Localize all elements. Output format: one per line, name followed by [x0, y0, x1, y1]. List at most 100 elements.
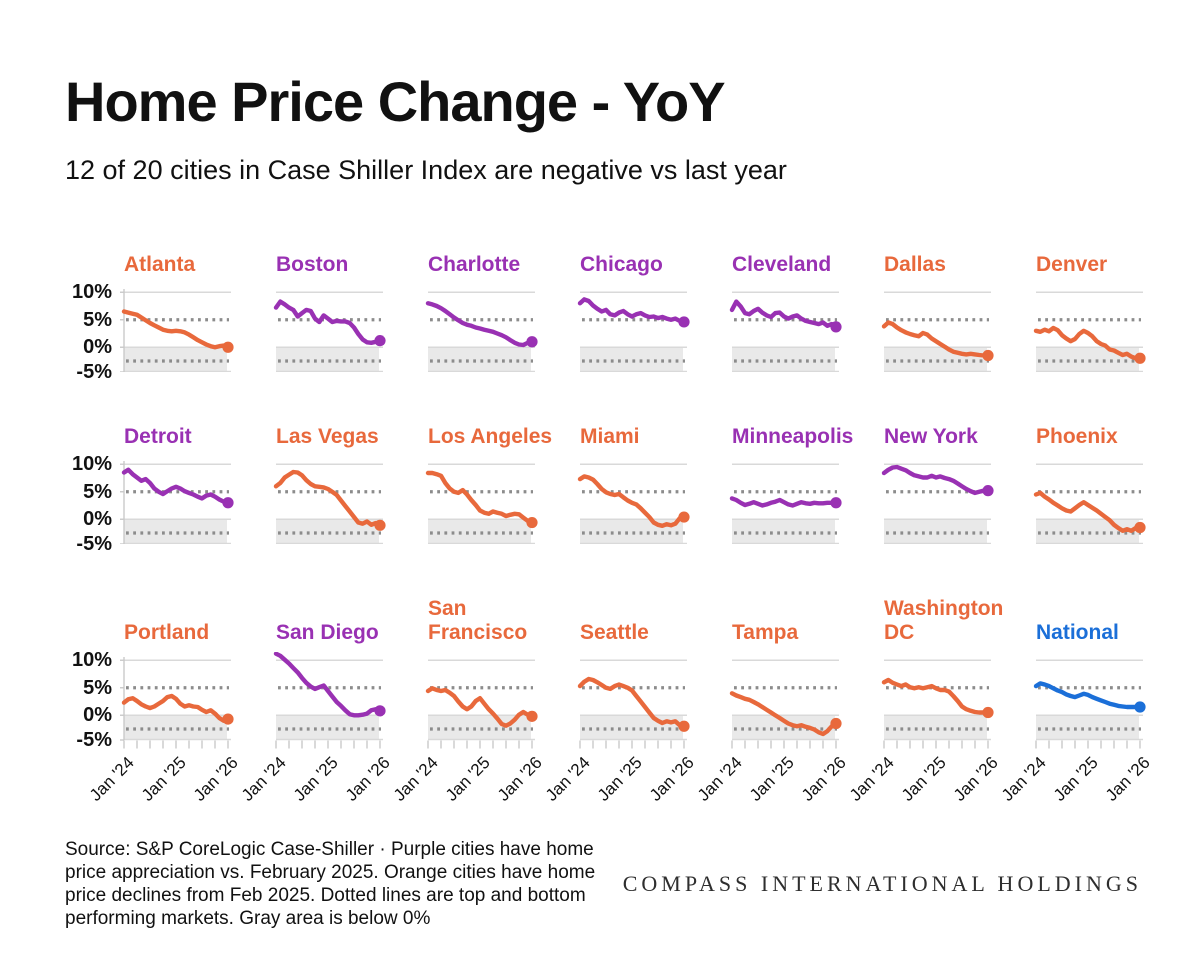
- x-tick-label-text: Jan '25: [897, 753, 950, 805]
- y-tick-label: 0%: [83, 336, 112, 359]
- chart-title-text: Minneapolis: [732, 425, 854, 448]
- x-tick-label-text: Jan '25: [441, 753, 494, 805]
- chart-title: San Francisco: [424, 590, 576, 652]
- brand-logo: COMPASS INTERNATIONAL HOLDINGS: [622, 871, 1142, 896]
- chart-portland: Portland Jan '24 Jan '25 Jan '26: [86, 590, 272, 816]
- chart-title: New York: [880, 418, 1032, 456]
- end-point: [374, 705, 386, 717]
- y-tick-label: 5%: [83, 676, 112, 699]
- plot: [577, 291, 690, 372]
- plot: [1033, 291, 1146, 372]
- end-point: [1134, 521, 1146, 534]
- data-line: [425, 470, 535, 525]
- infographic: Home Price Change - YoY 12 of 20 cities …: [0, 70, 1200, 929]
- chart-title: Chicago: [576, 246, 728, 284]
- y-axis-labels: 10% 5% 0% -5%: [65, 281, 120, 383]
- data-line: [1033, 490, 1143, 534]
- plot: [881, 291, 994, 372]
- data-line: [121, 467, 231, 505]
- data-line: [121, 693, 231, 724]
- below-zero-band: [732, 519, 835, 544]
- chart-title: Minneapolis: [728, 418, 880, 456]
- chart-las-vegas: Las Vegas: [272, 418, 424, 544]
- page-subtitle: 12 of 20 cities in Case Shiller Index ar…: [65, 155, 787, 185]
- x-tick-label-text: Jan '25: [1049, 753, 1102, 805]
- chart-washington-dc: Washington DC Jan '24 Jan '25 Jan '26: [846, 590, 1032, 816]
- plot: [425, 659, 538, 749]
- chart-title: Detroit: [120, 418, 272, 456]
- plot: [120, 657, 234, 749]
- chart-title-text: Cleveland: [732, 253, 832, 276]
- data-line: [729, 299, 839, 330]
- plot: [729, 463, 842, 544]
- plot: [273, 652, 386, 749]
- plot: [577, 463, 690, 544]
- end-point: [222, 713, 234, 725]
- plot: [273, 291, 386, 372]
- end-point: [830, 497, 842, 509]
- chart-chicago: Chicago: [576, 246, 728, 372]
- below-zero-band: [428, 519, 531, 544]
- chart-title: Portland: [120, 590, 272, 652]
- x-tick-label-text: Jan '25: [289, 753, 342, 805]
- y-tick-label: 10%: [71, 281, 112, 304]
- end-point: [1134, 352, 1146, 364]
- chart-title: Atlanta: [120, 246, 272, 284]
- x-tick-label-text: Jan '25: [745, 753, 798, 805]
- end-point: [526, 516, 538, 529]
- chart-title-text: Atlanta: [124, 253, 196, 276]
- end-point: [982, 349, 994, 362]
- chart-title: Washington DC: [880, 590, 1032, 652]
- chart-title: Miami: [576, 418, 728, 456]
- chart-national: National Jan '24 Jan '25 Jan '26: [998, 590, 1184, 816]
- plot: [120, 461, 234, 544]
- data-line: [881, 464, 991, 496]
- below-zero-band: [124, 347, 227, 372]
- data-line: [425, 686, 535, 728]
- end-point: [678, 511, 690, 523]
- end-point: [982, 706, 994, 719]
- x-tick-label-text: Jan '26: [1101, 753, 1154, 805]
- chart-title-text: Denver: [1036, 253, 1108, 276]
- chart-denver: Denver: [1032, 246, 1184, 372]
- chart-boston: Boston: [272, 246, 424, 372]
- chart-los-angeles: Los Angeles: [424, 418, 576, 544]
- end-point: [222, 341, 234, 353]
- data-line: [881, 677, 991, 715]
- chart-title: Seattle: [576, 590, 728, 652]
- end-point: [374, 335, 386, 347]
- chart-cleveland: Cleveland: [728, 246, 880, 372]
- x-tick-label-text: Jan '26: [341, 753, 394, 805]
- chart-title-text: Las Vegas: [276, 425, 379, 448]
- chart-title-text: San Diego: [276, 621, 379, 644]
- chart-title-text: Boston: [276, 253, 349, 276]
- y-tick-label: 5%: [83, 480, 112, 503]
- chart-title: Charlotte: [424, 246, 576, 284]
- chart-title: Boston: [272, 246, 424, 284]
- chart-grid-row: 10% 5% 0% -5% Atlanta Boston Charlotte Chicago C…: [65, 246, 1200, 383]
- plot: [273, 463, 386, 544]
- below-zero-band: [124, 519, 227, 544]
- chart-title: Las Vegas: [272, 418, 424, 456]
- plot: [577, 659, 690, 749]
- y-tick-label: -5%: [76, 361, 112, 383]
- plot: [120, 289, 234, 372]
- below-zero-band: [276, 347, 379, 372]
- chart-phoenix: Phoenix: [1032, 418, 1184, 544]
- source-note: Source: S&P CoreLogic Case-Shiller · Pur…: [65, 839, 596, 929]
- chart-grid-row: 10% 5% 0% -5% Detroit Las Vegas Los Angeles Mia…: [65, 418, 1200, 555]
- data-line: [273, 299, 383, 345]
- data-line: [273, 652, 383, 718]
- chart-grid: 10% 5% 0% -5% Atlanta Boston Charlotte Chicago C…: [0, 246, 1200, 816]
- y-tick-label: -5%: [76, 533, 112, 555]
- end-point: [1134, 701, 1146, 713]
- y-axis-labels: 10% 5% 0% -5%: [65, 453, 120, 555]
- data-line: [1033, 681, 1143, 710]
- chart-title: Los Angeles: [424, 418, 576, 456]
- chart-miami: Miami: [576, 418, 728, 544]
- x-tick-label-text: Jan '26: [189, 753, 242, 805]
- below-zero-band: [884, 519, 987, 544]
- chart-title-text: Tampa: [732, 621, 799, 644]
- end-point: [526, 710, 538, 722]
- chart-title: National: [1032, 590, 1184, 652]
